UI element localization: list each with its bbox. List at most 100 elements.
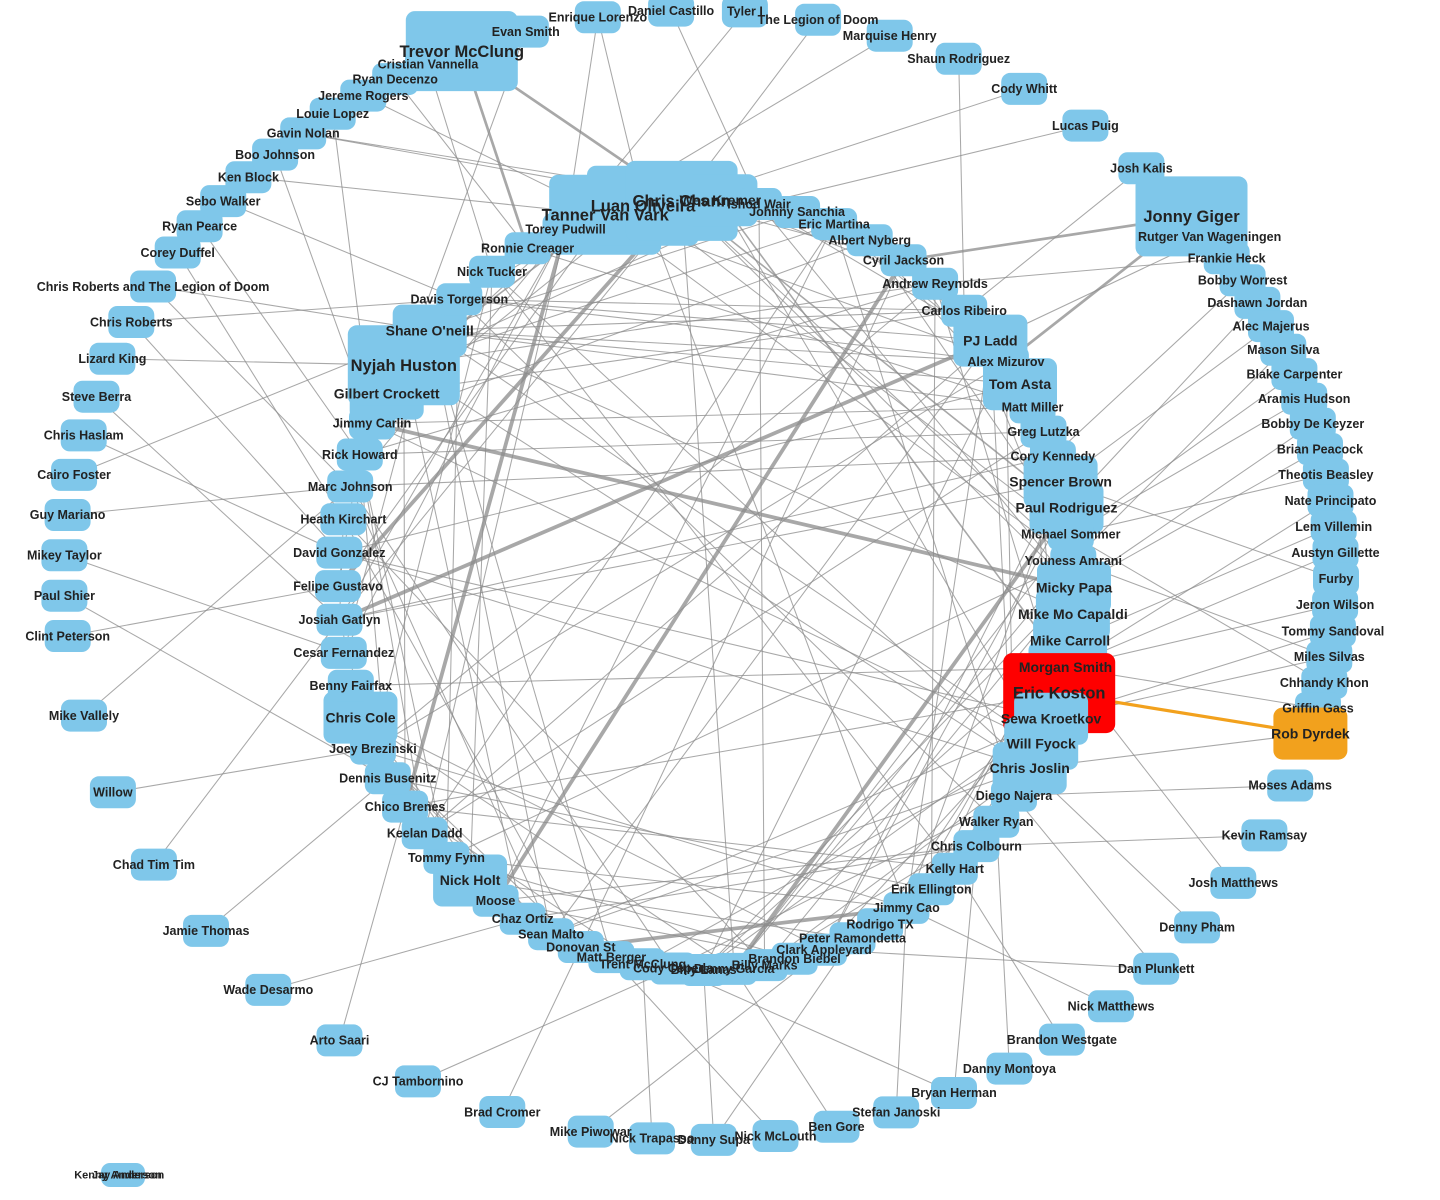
svg-text:Ronnie Creager: Ronnie Creager (481, 242, 574, 256)
svg-text:Joey Brezinski: Joey Brezinski (329, 742, 417, 756)
svg-text:Griffin Gass: Griffin Gass (1282, 702, 1354, 716)
svg-text:Tommy Sandoval: Tommy Sandoval (1282, 624, 1385, 638)
svg-text:PJ Ladd: PJ Ladd (963, 332, 1017, 348)
svg-text:Chris Haslam: Chris Haslam (44, 429, 124, 443)
svg-text:Jeron Wilson: Jeron Wilson (1296, 598, 1374, 612)
svg-text:Mike Vallely: Mike Vallely (49, 709, 119, 723)
svg-text:Alex Mizurov: Alex Mizurov (967, 355, 1044, 369)
svg-text:Theotis Beasley: Theotis Beasley (1278, 468, 1373, 482)
svg-text:Bobby De Keyzer: Bobby De Keyzer (1261, 417, 1364, 431)
svg-text:Sebo Walker: Sebo Walker (186, 194, 261, 208)
svg-text:Paul Rodriguez: Paul Rodriguez (1016, 500, 1118, 516)
svg-text:Chris Cole: Chris Cole (325, 709, 395, 725)
svg-text:Josh Matthews: Josh Matthews (1188, 876, 1278, 890)
svg-text:Wade Desarmo: Wade Desarmo (223, 983, 313, 997)
svg-text:Shane O'neill: Shane O'neill (386, 322, 474, 338)
svg-text:Frankie Heck: Frankie Heck (1188, 252, 1266, 266)
svg-text:Carlos Ribeiro: Carlos Ribeiro (921, 304, 1007, 318)
svg-text:Spencer Brown: Spencer Brown (1009, 474, 1112, 490)
svg-text:Gilbert Crockett: Gilbert Crockett (334, 385, 440, 401)
svg-text:Brad Cromer: Brad Cromer (464, 1105, 541, 1119)
svg-text:Walker Ryan: Walker Ryan (959, 815, 1034, 829)
svg-text:Morgan Smith: Morgan Smith (1019, 659, 1112, 675)
svg-text:Chris Joslin: Chris Joslin (990, 760, 1070, 776)
svg-text:Clint Peterson: Clint Peterson (25, 629, 110, 643)
svg-text:Lizard King: Lizard King (78, 352, 146, 366)
svg-text:Daniel Castillo: Daniel Castillo (628, 4, 714, 18)
svg-text:Denny Pham: Denny Pham (1159, 921, 1235, 935)
svg-text:Tom Asta: Tom Asta (989, 376, 1051, 392)
svg-text:Chaz Ortiz: Chaz Ortiz (492, 912, 554, 926)
svg-text:Erik Ellington: Erik Ellington (891, 883, 972, 897)
svg-text:Cory Kennedy: Cory Kennedy (1011, 450, 1096, 464)
svg-text:Cristian Vannella: Cristian Vannella (378, 58, 480, 72)
svg-text:Eric Martina: Eric Martina (798, 217, 871, 231)
svg-text:Eric Koston: Eric Koston (1013, 685, 1106, 703)
svg-text:The Legion of Doom: The Legion of Doom (758, 13, 879, 27)
svg-text:Nate Principato: Nate Principato (1285, 494, 1377, 508)
svg-text:Austyn Gillette: Austyn Gillette (1291, 546, 1379, 560)
svg-text:Greg Lutzka: Greg Lutzka (1007, 425, 1080, 439)
svg-text:Evan Smith: Evan Smith (492, 25, 560, 39)
svg-text:Miles Silvas: Miles Silvas (1294, 650, 1365, 664)
svg-text:Mike Mo Capaldi: Mike Mo Capaldi (1018, 606, 1128, 622)
svg-text:Moose: Moose (476, 894, 516, 908)
svg-text:Jimmy Carlin: Jimmy Carlin (333, 417, 412, 431)
svg-text:Cesar Fernandez: Cesar Fernandez (293, 646, 394, 660)
svg-text:Brian Peacock: Brian Peacock (1277, 442, 1363, 456)
svg-text:Steve Berra: Steve Berra (62, 390, 133, 404)
svg-text:Youness Amrani: Youness Amrani (1025, 554, 1122, 568)
svg-text:Shaun Rodriguez: Shaun Rodriguez (907, 52, 1010, 66)
svg-text:Jereme Rogers: Jereme Rogers (318, 89, 408, 103)
svg-text:Ben Gore: Ben Gore (808, 1120, 864, 1134)
svg-text:Sewa Kroetkov: Sewa Kroetkov (1001, 711, 1102, 727)
svg-text:Stefan Janoski: Stefan Janoski (852, 1106, 940, 1120)
svg-text:Marc Johnson: Marc Johnson (308, 480, 393, 494)
svg-text:Keelan Dadd: Keelan Dadd (387, 826, 463, 840)
svg-text:Diego Najera: Diego Najera (976, 789, 1053, 803)
svg-text:Rick Howard: Rick Howard (322, 448, 398, 462)
svg-text:Chris Colbourn: Chris Colbourn (931, 839, 1022, 853)
svg-text:Nyjah Huston: Nyjah Huston (351, 357, 457, 375)
svg-text:Jimmy Cao: Jimmy Cao (873, 901, 940, 915)
svg-text:Bobby Worrest: Bobby Worrest (1198, 274, 1288, 288)
svg-text:Chad Tim Tim: Chad Tim Tim (113, 858, 195, 872)
svg-text:Rodrigo TX: Rodrigo TX (846, 917, 914, 931)
svg-text:Ken Block: Ken Block (218, 170, 279, 184)
svg-text:Kevin Ramsay: Kevin Ramsay (1222, 829, 1308, 843)
svg-text:Paul Shier: Paul Shier (34, 589, 95, 603)
svg-text:Donovan St: Donovan St (546, 940, 616, 954)
svg-text:Willow: Willow (93, 786, 133, 800)
svg-text:Furby: Furby (1319, 572, 1354, 586)
svg-text:Josiah Gatlyn: Josiah Gatlyn (299, 613, 381, 627)
svg-text:Nick Matthews: Nick Matthews (1068, 999, 1155, 1013)
svg-text:Torey Pudwill: Torey Pudwill (525, 222, 605, 236)
svg-text:Jay Anderson: Jay Anderson (92, 1170, 165, 1182)
svg-text:Micky Papa: Micky Papa (1036, 579, 1112, 595)
svg-text:Josh Kalis: Josh Kalis (1110, 162, 1173, 176)
svg-text:Cyril Jackson: Cyril Jackson (863, 253, 944, 267)
svg-text:Alec Majerus: Alec Majerus (1232, 319, 1309, 333)
svg-text:Jamie Thomas: Jamie Thomas (163, 924, 250, 938)
svg-text:Gavin Nolan: Gavin Nolan (267, 127, 340, 141)
svg-text:Lucas Puig: Lucas Puig (1052, 119, 1119, 133)
svg-text:Jonny Giger: Jonny Giger (1143, 208, 1240, 226)
svg-text:Cody Whitt: Cody Whitt (991, 82, 1058, 96)
svg-text:Chico Brenes: Chico Brenes (365, 800, 446, 814)
svg-text:Mikey Taylor: Mikey Taylor (27, 549, 102, 563)
svg-text:Felipe Gustavo: Felipe Gustavo (293, 579, 383, 593)
svg-text:Ryan Pearce: Ryan Pearce (162, 220, 237, 234)
svg-text:Mason Silva: Mason Silva (1247, 343, 1320, 357)
svg-text:Kelly Hart: Kelly Hart (926, 862, 985, 876)
svg-text:Mike Piwowar: Mike Piwowar (550, 1125, 632, 1139)
svg-text:Dashawn Jordan: Dashawn Jordan (1207, 296, 1307, 310)
svg-text:Rob Dyrdek: Rob Dyrdek (1271, 725, 1350, 741)
svg-text:Benny Fairfax: Benny Fairfax (309, 679, 392, 693)
svg-text:Cairo Foster: Cairo Foster (37, 468, 111, 482)
svg-text:CJ Tambornino: CJ Tambornino (373, 1075, 464, 1089)
svg-text:Louie Lopez: Louie Lopez (296, 107, 369, 121)
svg-text:Boo Johnson: Boo Johnson (235, 148, 315, 162)
svg-text:Andrew Reynolds: Andrew Reynolds (882, 277, 988, 291)
svg-text:Chhandy Khon: Chhandy Khon (1280, 676, 1369, 690)
svg-text:Matt Miller: Matt Miller (1002, 401, 1064, 415)
